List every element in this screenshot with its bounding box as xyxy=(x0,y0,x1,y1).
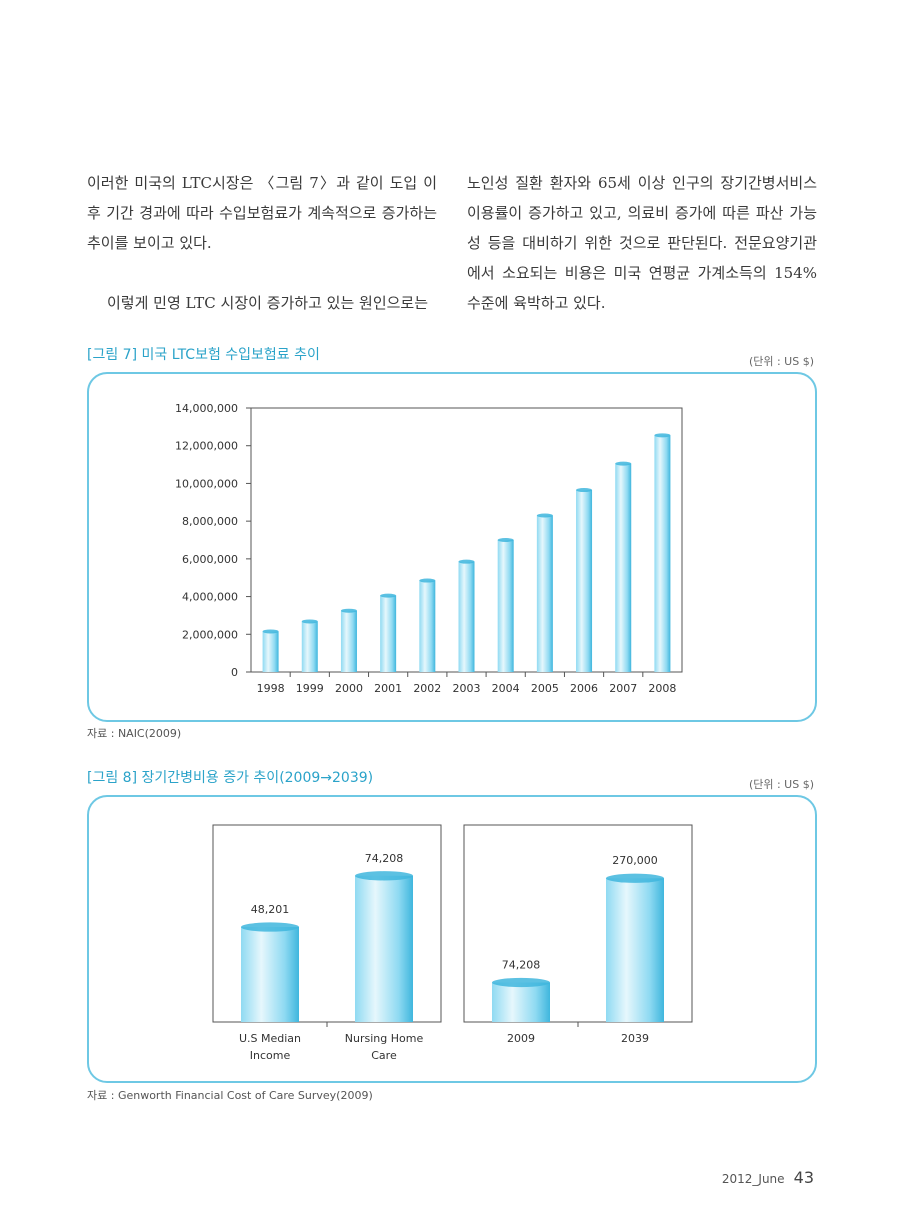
y-tick-label: 8,000,000 xyxy=(182,515,238,528)
x-tick-label: 2007 xyxy=(609,682,637,695)
bar xyxy=(606,878,664,1022)
y-tick-label: 10,000,000 xyxy=(175,477,238,490)
bar-top xyxy=(355,871,413,881)
x-tick-label: 2004 xyxy=(492,682,520,695)
bar-top xyxy=(380,593,397,598)
x-tick-label: 2039 xyxy=(621,1032,649,1045)
figure-7-title: [그림 7] 미국 LTC보험 수입보험료 추이 xyxy=(87,347,320,363)
x-tick-label: Income xyxy=(250,1049,291,1062)
bar-top xyxy=(241,922,299,932)
issue-tag: 2012_June xyxy=(721,1172,785,1186)
bar-top xyxy=(615,461,632,466)
y-tick-label: 14,000,000 xyxy=(175,402,238,415)
paragraph: 노인성 질환 환자와 65세 이상 인구의 장기간병서비스 이용률이 증가하고 … xyxy=(467,174,817,312)
y-tick-label: 4,000,000 xyxy=(182,591,238,604)
x-tick-label: 1998 xyxy=(257,682,285,695)
x-tick-label: Nursing Home xyxy=(345,1032,424,1045)
bar-top xyxy=(497,538,514,542)
x-tick-label: 2009 xyxy=(507,1032,535,1045)
x-tick-label: 1999 xyxy=(296,682,324,695)
bar-top xyxy=(458,559,475,564)
bar-top xyxy=(606,873,664,883)
x-tick-label: 2003 xyxy=(453,682,481,695)
bar xyxy=(380,595,397,672)
y-tick-label: 0 xyxy=(231,666,238,679)
paragraph: 이렇게 민영 LTC 시장이 증가하고 있는 원인으로는 xyxy=(107,294,429,312)
figure-8-source: 자료 : Genworth Financial Cost of Care Sur… xyxy=(87,1089,373,1102)
figure-7-source: 자료 : NAIC(2009) xyxy=(87,727,182,740)
page-footer: 2012_June 43 xyxy=(722,1168,814,1187)
bar xyxy=(615,463,632,672)
data-label: 48,201 xyxy=(251,903,290,916)
data-label: 74,208 xyxy=(365,852,404,865)
bar xyxy=(301,621,318,672)
bar xyxy=(241,927,299,1022)
bar xyxy=(262,631,279,672)
bar xyxy=(458,561,475,672)
bar xyxy=(340,610,357,672)
bar-top xyxy=(492,977,550,988)
y-tick-label: 12,000,000 xyxy=(175,440,238,453)
figure-8-title: [그림 8] 장기간병비용 증가 추이(2009→2039) xyxy=(87,770,374,786)
bar-top xyxy=(576,488,593,493)
figure-7-unit: (단위 : US $) xyxy=(748,355,814,368)
bar xyxy=(355,875,413,1022)
paragraph: 이러한 미국의 LTC시장은 〈그림 7〉과 같이 도입 이후 기간 경과에 따… xyxy=(87,174,437,252)
right-column: 노인성 질환 환자와 65세 이상 인구의 장기간병서비스 이용률이 증가하고 … xyxy=(467,168,817,318)
data-label: 74,208 xyxy=(502,958,541,971)
bar xyxy=(536,515,553,672)
bar xyxy=(497,540,514,672)
y-tick-label: 6,000,000 xyxy=(182,553,238,566)
bar-top xyxy=(340,608,357,613)
x-tick-label: 2001 xyxy=(374,682,402,695)
figure-8-frame: 48,201 U.S Median Income 74,208 Nursing Home… xyxy=(87,795,817,1083)
figure-7-frame: 0 2,000,000 4,000,000 6,000,000 8,000,000 10,… xyxy=(87,372,817,722)
x-tick-label: Care xyxy=(371,1049,397,1062)
figure-8-unit: (단위 : US $) xyxy=(748,778,814,791)
x-tick-label: 2005 xyxy=(531,682,559,695)
page-number: 43 xyxy=(793,1168,814,1187)
bar-top xyxy=(536,513,553,518)
bar-top xyxy=(654,433,671,438)
x-tick-label: 2006 xyxy=(570,682,598,695)
bar-top xyxy=(301,619,318,624)
left-column: 이러한 미국의 LTC시장은 〈그림 7〉과 같이 도입 이후 기간 경과에 따… xyxy=(87,168,437,318)
x-tick-label: 2002 xyxy=(413,682,441,695)
bar xyxy=(419,580,436,672)
bar xyxy=(654,435,671,672)
y-tick-label: 2,000,000 xyxy=(182,628,238,641)
bar xyxy=(492,982,550,1022)
bar-top xyxy=(419,578,436,583)
bar-top xyxy=(262,629,279,634)
data-label: 270,000 xyxy=(612,854,658,867)
bar xyxy=(576,490,593,672)
x-tick-label: 2008 xyxy=(648,682,676,695)
x-tick-label: U.S Median xyxy=(239,1032,301,1045)
x-tick-label: 2000 xyxy=(335,682,363,695)
ltc-premium-chart: 0 2,000,000 4,000,000 6,000,000 8,000,000 10,… xyxy=(175,402,683,695)
care-cost-chart: 48,201 U.S Median Income 74,208 Nursing Home… xyxy=(212,824,693,1062)
